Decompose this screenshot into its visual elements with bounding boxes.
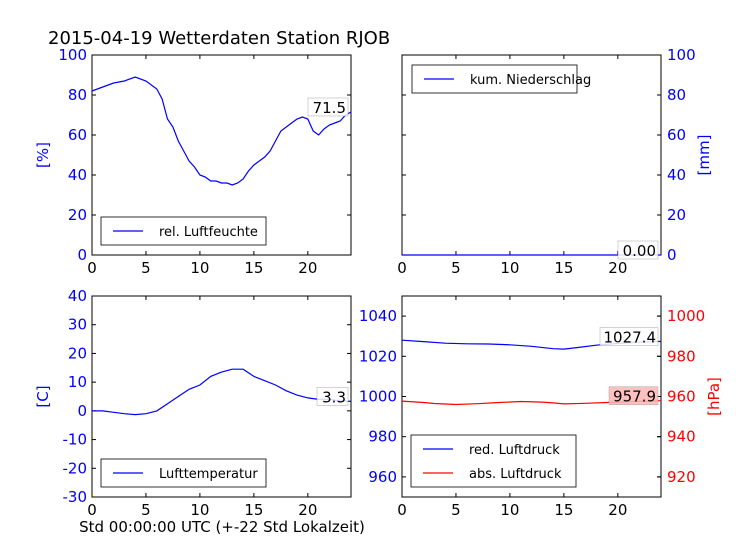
x-tick-label: 5 <box>141 259 151 277</box>
y-tick-label: 960 <box>368 468 397 486</box>
y-tick-label: 0 <box>77 402 87 420</box>
y-tick-label: 40 <box>68 166 87 184</box>
x-tick-label: 10 <box>190 259 209 277</box>
value-label: 71.5 <box>313 99 346 117</box>
y-tick-label: -10 <box>63 431 88 449</box>
x-tick-label: 15 <box>554 259 573 277</box>
y-axis-label: [mm] <box>695 135 713 176</box>
panel-precipitation: 0 5 10 15 20 0 20 40 60 80 100 [mm] 0.00 kum. Nieders… <box>397 46 713 277</box>
panel-humidity: 0 5 10 15 20 0 20 40 60 80 100 [%] 71.5 rel. Luftfeuc… <box>34 46 352 277</box>
y-axis-label-right: [hPa] <box>705 377 723 416</box>
legend: red. Luftdruck abs. Luftdruck <box>410 434 577 488</box>
series-line-rel-luftfeuchte <box>91 76 352 186</box>
y-tick-label-right: 920 <box>667 468 696 486</box>
y-tick-label-right: 980 <box>667 347 696 365</box>
x-tick-label: 15 <box>244 259 263 277</box>
y-axis-label: [%] <box>34 142 52 168</box>
y-tick-label: 20 <box>68 344 87 362</box>
legend-label: kum. Niederschlag <box>470 73 591 88</box>
x-tick-label: 0 <box>87 501 97 519</box>
value-label-box <box>617 240 659 260</box>
value-label: 1027.4 <box>604 328 657 346</box>
panel-temperature: 0 5 10 15 20 -30 -20 -10 0 10 20 30 40 [C] 3.3 Lufttemp… <box>34 287 352 519</box>
y-tick-label: 40 <box>68 287 87 305</box>
y-tick-label: 100 <box>667 46 696 64</box>
value-label: 957.9 <box>613 388 656 406</box>
x-tick-label: 10 <box>500 501 519 519</box>
y-tick-label: 0 <box>77 246 87 264</box>
y-tick-label: 100 <box>58 46 87 64</box>
panel-pressure: 0 5 10 15 20 960 980 1000 1020 1040 920 940 960 980 10… <box>359 295 723 519</box>
x-tick-label: 0 <box>87 259 97 277</box>
x-tick-label: 5 <box>141 501 151 519</box>
legend-label: red. Luftdruck <box>469 443 560 458</box>
y-tick-label: 0 <box>667 246 677 264</box>
x-tick-label: 0 <box>397 501 407 519</box>
y-tick-label: 20 <box>667 206 686 224</box>
x-tick-label: 15 <box>554 501 573 519</box>
y-tick-label: 20 <box>68 206 87 224</box>
x-tick-label: 20 <box>298 501 317 519</box>
value-label-box <box>316 387 349 406</box>
y-tick-label: 980 <box>368 428 397 446</box>
x-tick-label: 0 <box>397 259 407 277</box>
x-tick-label: 10 <box>500 259 519 277</box>
x-tick-label: 15 <box>244 501 263 519</box>
x-tick-label: 10 <box>190 501 209 519</box>
x-tick-label: 20 <box>608 259 627 277</box>
y-tick-label: 60 <box>667 126 686 144</box>
figure-title: 2015-04-19 Wetterdaten Station RJOB <box>48 28 390 49</box>
x-tick-label: 20 <box>608 501 627 519</box>
value-label-box <box>608 386 659 405</box>
y-tick-label: 80 <box>68 86 87 104</box>
y-tick-label: 1000 <box>359 388 397 406</box>
y-tick-label: 1040 <box>359 307 397 325</box>
y-tick-label: -30 <box>63 488 88 506</box>
y-axis-label: [C] <box>34 385 52 407</box>
value-label: 0.00 <box>623 242 656 260</box>
series-line-lufttemperatur <box>92 368 352 416</box>
value-label: 3.3 <box>322 388 346 406</box>
y-tick-label: 30 <box>68 316 87 334</box>
value-label-box <box>307 97 349 117</box>
y-tick-label: 60 <box>68 126 87 144</box>
legend: rel. Luftfeuchte <box>100 216 267 246</box>
legend: Lufttemperatur <box>100 458 267 488</box>
y-tick-label-right: 940 <box>667 428 696 446</box>
value-label-box <box>599 327 659 346</box>
x-tick-label: 5 <box>451 501 461 519</box>
x-tick-label: 20 <box>298 259 317 277</box>
legend-label: Lufttemperatur <box>159 467 258 482</box>
x-tick-label: 5 <box>451 259 461 277</box>
legend-frame <box>410 434 577 488</box>
y-tick-label: -20 <box>63 459 88 477</box>
y-tick-label: 40 <box>667 166 686 184</box>
y-tick-label-right: 960 <box>667 388 696 406</box>
legend-label: rel. Luftfeuchte <box>159 225 258 240</box>
legend: kum. Niederschlag <box>411 64 591 94</box>
legend-label: abs. Luftdruck <box>469 467 562 482</box>
x-axis-label: Std 00:00:00 UTC (+-22 Std Lokalzeit) <box>79 518 365 536</box>
y-tick-label: 1020 <box>359 347 397 365</box>
y-tick-label-right: 1000 <box>667 307 705 325</box>
y-tick-label: 10 <box>68 373 87 391</box>
y-tick-label: 80 <box>667 86 686 104</box>
